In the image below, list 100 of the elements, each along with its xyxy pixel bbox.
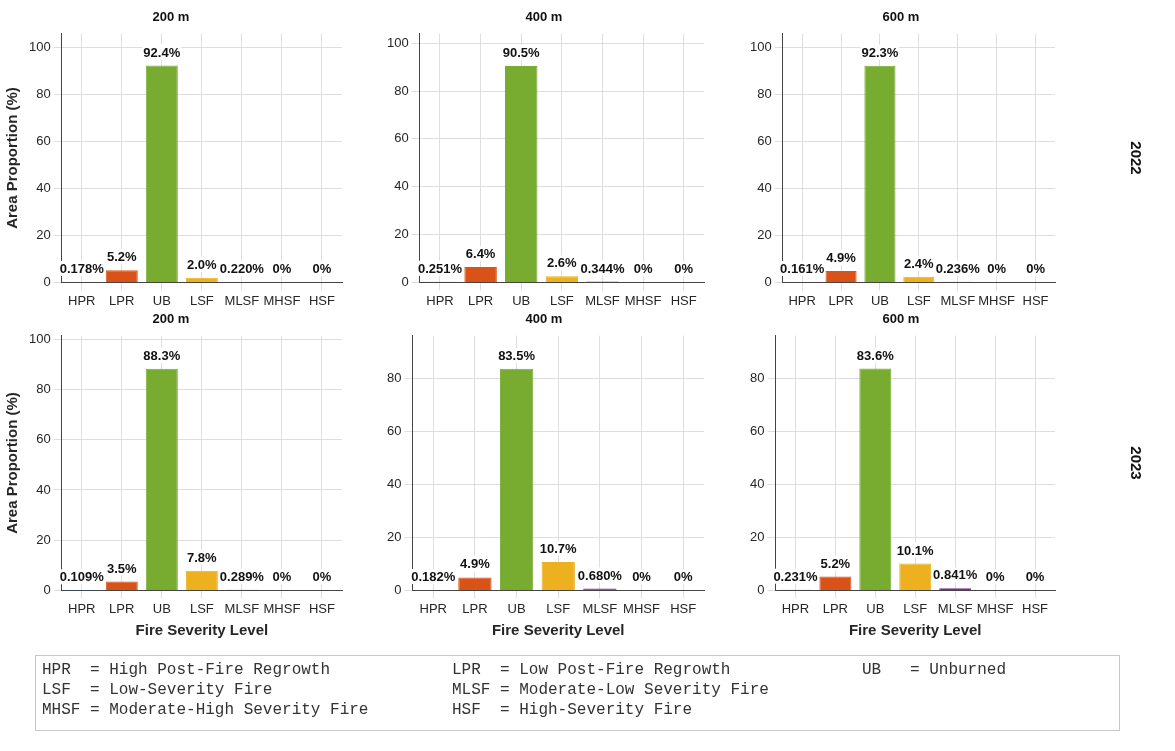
data-label: 0% xyxy=(272,569,292,585)
bar xyxy=(903,276,935,282)
x-tick-label: MHSF xyxy=(263,600,301,616)
x-tick-label: LSF xyxy=(549,292,574,308)
text: HPR = High Post-Fire Regrowth xyxy=(42,660,332,680)
data-label: 5.2% xyxy=(820,555,851,571)
x-axis-title: Fire Severity Level xyxy=(135,621,269,639)
y-tick-label: 80 xyxy=(36,381,51,397)
data-label: 0.161% xyxy=(780,261,825,277)
y-tick-label: 60 xyxy=(36,431,51,447)
x-tick-label: LSF xyxy=(546,600,571,616)
y-tick-label: 100 xyxy=(749,39,772,55)
x-axis-title: Fire Severity Level xyxy=(848,621,982,639)
x-tick-label: UB xyxy=(507,600,526,616)
data-label: 3.5% xyxy=(106,560,138,576)
x-tick-label: HPR xyxy=(781,600,810,616)
y-axis-title: Area Proportion (%) xyxy=(3,87,21,229)
x-tick-label: LPR xyxy=(109,600,135,616)
x-axis-title: Fire Severity Level xyxy=(491,621,625,639)
y-tick-label: 40 xyxy=(749,475,765,491)
x-tick-label: MLSF xyxy=(224,292,260,308)
y-tick-label: 20 xyxy=(394,226,409,242)
x-tick-label: HSF xyxy=(308,292,336,308)
y-tick-label: 80 xyxy=(757,86,772,102)
x-tick-label: UB xyxy=(870,292,889,308)
y-tick-label: 60 xyxy=(36,133,51,149)
data-label: 0% xyxy=(312,569,332,585)
y-axis-title: Area Proportion (%) xyxy=(3,392,21,534)
data-label: 0.109% xyxy=(59,569,105,585)
data-label: 2.0% xyxy=(187,256,218,272)
data-label: 2.6% xyxy=(547,255,578,271)
bar xyxy=(464,267,497,282)
x-tick-label: LPR xyxy=(462,600,488,616)
x-tick-label: MHSF xyxy=(263,292,301,308)
y-tick-label: 40 xyxy=(36,481,51,497)
bar xyxy=(504,65,538,282)
data-label: 92.4% xyxy=(143,44,181,60)
data-label: 0.289% xyxy=(219,568,265,584)
chart-title: 200 m xyxy=(152,9,190,25)
data-label: 0.680% xyxy=(577,567,623,583)
x-tick-label: MLSF xyxy=(224,600,260,616)
y-tick-label: 100 xyxy=(386,34,409,50)
bar xyxy=(859,368,892,590)
data-label: 5.2% xyxy=(106,249,138,265)
x-tick-label: LSF xyxy=(906,292,931,308)
y-tick-label: 80 xyxy=(386,369,402,385)
x-tick-label: MLSF xyxy=(940,292,976,308)
x-tick-label: UB xyxy=(866,600,885,616)
y-tick-label: 40 xyxy=(394,178,409,194)
data-label: 0% xyxy=(1026,261,1046,277)
bar xyxy=(185,570,218,590)
text: MLSF = Moderate-Low Severity Fire xyxy=(452,680,770,700)
y-tick-label: 60 xyxy=(386,422,402,438)
x-tick-label: HSF xyxy=(670,292,697,308)
x-tick-label: MLSF xyxy=(937,600,973,616)
data-label: 88.3% xyxy=(143,347,181,363)
data-label: 0.236% xyxy=(935,260,981,276)
text: LSF = Low-Severity Fire xyxy=(42,680,274,700)
data-label: 10.7% xyxy=(539,541,578,557)
data-label: 0% xyxy=(1025,569,1045,585)
chart-title: 400 m xyxy=(525,311,563,327)
x-tick-label: HSF xyxy=(670,600,697,616)
x-tick-label: MLSF xyxy=(582,600,618,616)
bar xyxy=(541,562,575,590)
x-tick-label: MLSF xyxy=(585,292,620,308)
y-tick-label: 0 xyxy=(43,273,51,289)
chart-title: 400 m xyxy=(525,9,563,25)
bar xyxy=(458,577,492,590)
data-label: 0% xyxy=(632,569,652,585)
y-tick-label: 0 xyxy=(394,581,402,597)
bar xyxy=(899,563,932,590)
y-tick-label: 80 xyxy=(394,82,409,98)
chart-title: 200 m xyxy=(152,311,190,327)
bar xyxy=(499,368,534,590)
y-tick-label: 20 xyxy=(386,528,402,544)
x-tick-label: LSF xyxy=(903,600,928,616)
x-tick-label: LSF xyxy=(189,292,214,308)
bar xyxy=(825,270,857,282)
x-tick-label: HSF xyxy=(1022,600,1049,616)
data-label: 4.9% xyxy=(826,249,857,265)
y-tick-label: 40 xyxy=(36,180,51,196)
x-tick-label: UB xyxy=(152,292,171,308)
data-label: 0.220% xyxy=(219,260,265,276)
x-tick-label: LSF xyxy=(189,600,214,616)
data-label: 0% xyxy=(985,569,1005,585)
bar xyxy=(105,270,138,282)
y-tick-label: 80 xyxy=(36,86,51,102)
x-tick-label: MHSF xyxy=(624,292,662,308)
data-label: 0.344% xyxy=(580,260,625,276)
text: LPR = Low Post-Fire Regrowth xyxy=(452,660,732,680)
data-label: 6.4% xyxy=(465,246,496,262)
y-tick-label: 20 xyxy=(749,528,765,544)
y-tick-label: 20 xyxy=(757,227,772,243)
bar xyxy=(819,576,852,590)
text: HSF = High-Severity Fire xyxy=(452,700,694,720)
y-tick-label: 40 xyxy=(757,180,772,196)
bar xyxy=(185,277,218,282)
data-label: 0% xyxy=(987,261,1007,277)
x-tick-label: UB xyxy=(512,292,531,308)
y-tick-label: 60 xyxy=(394,130,409,146)
